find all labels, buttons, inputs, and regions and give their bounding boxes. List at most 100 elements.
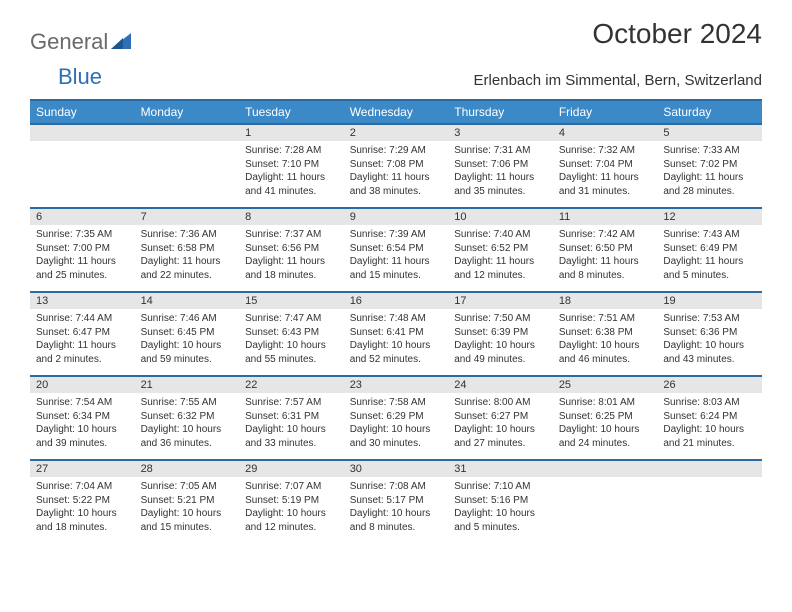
day-number: 10 (448, 209, 553, 225)
day-details: Sunrise: 7:36 AMSunset: 6:58 PMDaylight:… (135, 225, 240, 286)
sunset-text: Sunset: 6:27 PM (454, 410, 547, 424)
day-details: Sunrise: 7:32 AMSunset: 7:04 PMDaylight:… (553, 141, 658, 202)
day-number-band (657, 461, 762, 477)
sunrise-text: Sunrise: 7:39 AM (350, 228, 443, 242)
sunrise-text: Sunrise: 8:00 AM (454, 396, 547, 410)
day-details: Sunrise: 7:47 AMSunset: 6:43 PMDaylight:… (239, 309, 344, 370)
day-details: Sunrise: 8:03 AMSunset: 6:24 PMDaylight:… (657, 393, 762, 454)
day-details: Sunrise: 7:51 AMSunset: 6:38 PMDaylight:… (553, 309, 658, 370)
daylight-text: Daylight: 10 hours and 21 minutes. (663, 423, 756, 450)
day-details: Sunrise: 8:00 AMSunset: 6:27 PMDaylight:… (448, 393, 553, 454)
day-number: 22 (239, 377, 344, 393)
sunset-text: Sunset: 6:58 PM (141, 242, 234, 256)
sunset-text: Sunset: 5:16 PM (454, 494, 547, 508)
day-details: Sunrise: 7:53 AMSunset: 6:36 PMDaylight:… (657, 309, 762, 370)
calendar-day-cell: 13Sunrise: 7:44 AMSunset: 6:47 PMDayligh… (30, 292, 135, 376)
calendar-table: SundayMondayTuesdayWednesdayThursdayFrid… (30, 99, 762, 544)
calendar-day-cell: 3Sunrise: 7:31 AMSunset: 7:06 PMDaylight… (448, 124, 553, 208)
calendar-day-cell: 16Sunrise: 7:48 AMSunset: 6:41 PMDayligh… (344, 292, 449, 376)
day-number: 15 (239, 293, 344, 309)
calendar-day-cell: 29Sunrise: 7:07 AMSunset: 5:19 PMDayligh… (239, 460, 344, 544)
day-details: Sunrise: 7:29 AMSunset: 7:08 PMDaylight:… (344, 141, 449, 202)
sunrise-text: Sunrise: 7:35 AM (36, 228, 129, 242)
daylight-text: Daylight: 10 hours and 52 minutes. (350, 339, 443, 366)
daylight-text: Daylight: 10 hours and 39 minutes. (36, 423, 129, 450)
daylight-text: Daylight: 10 hours and 49 minutes. (454, 339, 547, 366)
calendar-day-cell: 1Sunrise: 7:28 AMSunset: 7:10 PMDaylight… (239, 124, 344, 208)
sunrise-text: Sunrise: 7:54 AM (36, 396, 129, 410)
sunrise-text: Sunrise: 7:58 AM (350, 396, 443, 410)
header: General October 2024 (30, 18, 762, 66)
sunrise-text: Sunrise: 7:29 AM (350, 144, 443, 158)
day-number: 1 (239, 125, 344, 141)
calendar-day-cell: 15Sunrise: 7:47 AMSunset: 6:43 PMDayligh… (239, 292, 344, 376)
sunset-text: Sunset: 5:17 PM (350, 494, 443, 508)
day-details: Sunrise: 7:54 AMSunset: 6:34 PMDaylight:… (30, 393, 135, 454)
day-number-band (135, 125, 240, 141)
day-number: 17 (448, 293, 553, 309)
sunrise-text: Sunrise: 8:03 AM (663, 396, 756, 410)
sunrise-text: Sunrise: 7:43 AM (663, 228, 756, 242)
calendar-week-row: 20Sunrise: 7:54 AMSunset: 6:34 PMDayligh… (30, 376, 762, 460)
sunrise-text: Sunrise: 7:55 AM (141, 396, 234, 410)
calendar-day-cell: 4Sunrise: 7:32 AMSunset: 7:04 PMDaylight… (553, 124, 658, 208)
calendar-day-cell: 5Sunrise: 7:33 AMSunset: 7:02 PMDaylight… (657, 124, 762, 208)
daylight-text: Daylight: 10 hours and 15 minutes. (141, 507, 234, 534)
calendar-week-row: 27Sunrise: 7:04 AMSunset: 5:22 PMDayligh… (30, 460, 762, 544)
daylight-text: Daylight: 10 hours and 5 minutes. (454, 507, 547, 534)
page-title: October 2024 (592, 18, 762, 50)
daylight-text: Daylight: 11 hours and 38 minutes. (350, 171, 443, 198)
sunset-text: Sunset: 6:56 PM (245, 242, 338, 256)
calendar-day-cell: 14Sunrise: 7:46 AMSunset: 6:45 PMDayligh… (135, 292, 240, 376)
daylight-text: Daylight: 11 hours and 31 minutes. (559, 171, 652, 198)
calendar-day-cell: 27Sunrise: 7:04 AMSunset: 5:22 PMDayligh… (30, 460, 135, 544)
sunset-text: Sunset: 6:34 PM (36, 410, 129, 424)
day-number: 8 (239, 209, 344, 225)
daylight-text: Daylight: 11 hours and 15 minutes. (350, 255, 443, 282)
logo-sub: Blue (30, 54, 102, 99)
day-number: 3 (448, 125, 553, 141)
day-header: Wednesday (344, 100, 449, 124)
daylight-text: Daylight: 10 hours and 27 minutes. (454, 423, 547, 450)
location-subtitle: Erlenbach im Simmental, Bern, Switzerlan… (474, 72, 762, 89)
sunrise-text: Sunrise: 7:33 AM (663, 144, 756, 158)
daylight-text: Daylight: 10 hours and 33 minutes. (245, 423, 338, 450)
sunset-text: Sunset: 6:41 PM (350, 326, 443, 340)
daylight-text: Daylight: 10 hours and 36 minutes. (141, 423, 234, 450)
day-details: Sunrise: 7:39 AMSunset: 6:54 PMDaylight:… (344, 225, 449, 286)
sunset-text: Sunset: 6:45 PM (141, 326, 234, 340)
day-details: Sunrise: 7:40 AMSunset: 6:52 PMDaylight:… (448, 225, 553, 286)
daylight-text: Daylight: 11 hours and 2 minutes. (36, 339, 129, 366)
day-details: Sunrise: 7:35 AMSunset: 7:00 PMDaylight:… (30, 225, 135, 286)
day-details: Sunrise: 8:01 AMSunset: 6:25 PMDaylight:… (553, 393, 658, 454)
day-details: Sunrise: 7:43 AMSunset: 6:49 PMDaylight:… (657, 225, 762, 286)
day-number: 2 (344, 125, 449, 141)
sunset-text: Sunset: 5:19 PM (245, 494, 338, 508)
day-header: Saturday (657, 100, 762, 124)
daylight-text: Daylight: 10 hours and 12 minutes. (245, 507, 338, 534)
calendar-day-cell (30, 124, 135, 208)
day-header: Monday (135, 100, 240, 124)
day-header-row: SundayMondayTuesdayWednesdayThursdayFrid… (30, 100, 762, 124)
calendar-day-cell: 31Sunrise: 7:10 AMSunset: 5:16 PMDayligh… (448, 460, 553, 544)
day-details: Sunrise: 7:58 AMSunset: 6:29 PMDaylight:… (344, 393, 449, 454)
day-details: Sunrise: 7:10 AMSunset: 5:16 PMDaylight:… (448, 477, 553, 538)
daylight-text: Daylight: 11 hours and 5 minutes. (663, 255, 756, 282)
day-details: Sunrise: 7:55 AMSunset: 6:32 PMDaylight:… (135, 393, 240, 454)
daylight-text: Daylight: 10 hours and 59 minutes. (141, 339, 234, 366)
day-number: 30 (344, 461, 449, 477)
sunrise-text: Sunrise: 7:50 AM (454, 312, 547, 326)
day-number-band (553, 461, 658, 477)
day-details: Sunrise: 7:37 AMSunset: 6:56 PMDaylight:… (239, 225, 344, 286)
day-details: Sunrise: 7:08 AMSunset: 5:17 PMDaylight:… (344, 477, 449, 538)
sunset-text: Sunset: 6:36 PM (663, 326, 756, 340)
sunset-text: Sunset: 6:54 PM (350, 242, 443, 256)
day-number: 7 (135, 209, 240, 225)
sunset-text: Sunset: 7:02 PM (663, 158, 756, 172)
daylight-text: Daylight: 11 hours and 25 minutes. (36, 255, 129, 282)
daylight-text: Daylight: 11 hours and 41 minutes. (245, 171, 338, 198)
sunrise-text: Sunrise: 7:07 AM (245, 480, 338, 494)
sunset-text: Sunset: 6:32 PM (141, 410, 234, 424)
sunrise-text: Sunrise: 7:32 AM (559, 144, 652, 158)
sunset-text: Sunset: 6:25 PM (559, 410, 652, 424)
